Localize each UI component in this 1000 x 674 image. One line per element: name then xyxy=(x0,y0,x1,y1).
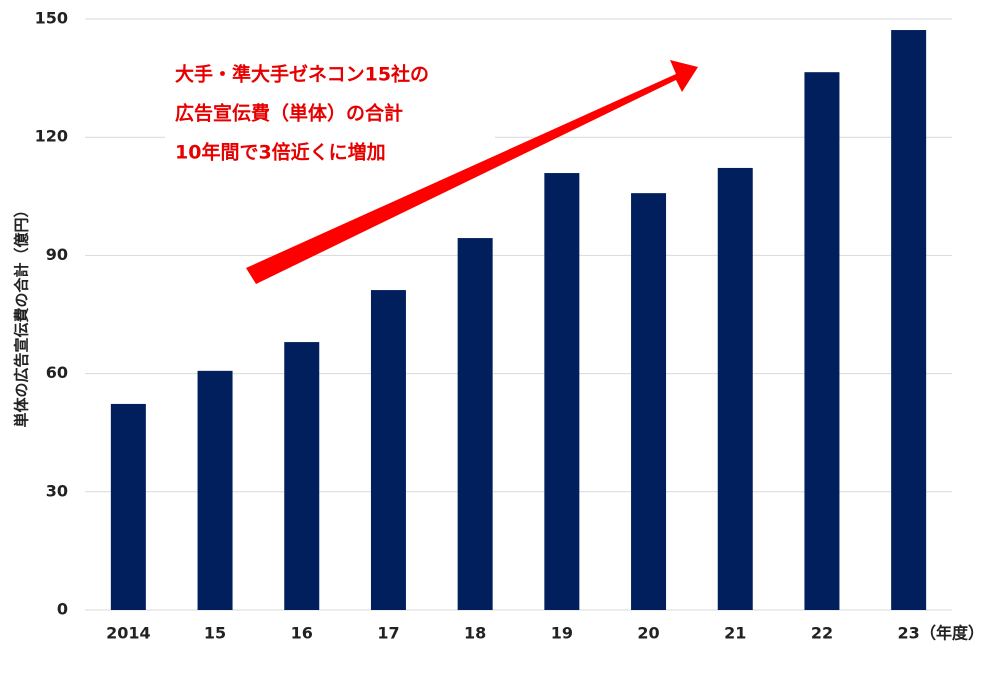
annotation-line: 10年間で3倍近くに増加 xyxy=(175,141,386,164)
plot-area: 0 30 60 90 120 150 2014 15 16 17 18 19 20 21 22 23 xyxy=(35,9,952,643)
x-axis-label: （年度） xyxy=(920,624,984,643)
bar xyxy=(631,193,667,610)
x-tick-label: 19 xyxy=(551,624,573,643)
x-tick-label: 20 xyxy=(637,624,659,643)
bar xyxy=(891,30,927,611)
y-tick-label: 150 xyxy=(35,9,68,28)
annotation-box xyxy=(165,55,495,175)
bar xyxy=(284,342,320,610)
y-tick-label: 0 xyxy=(57,600,68,619)
x-tick-label: 16 xyxy=(291,624,313,643)
x-tick-label: 2014 xyxy=(106,624,151,643)
y-axis-label: 単体の広告宣伝費の合計（億円） xyxy=(13,202,31,427)
y-tick-label: 120 xyxy=(35,127,68,146)
x-tick-label: 17 xyxy=(377,624,399,643)
x-tick-label: 23 xyxy=(898,624,920,643)
y-tick-label: 90 xyxy=(46,245,68,264)
bar xyxy=(197,370,233,610)
trend-arrow xyxy=(246,60,698,284)
bar xyxy=(370,290,406,610)
y-tick-label: 60 xyxy=(46,363,68,382)
x-tick-label: 21 xyxy=(724,624,746,643)
bar xyxy=(457,238,493,610)
bar xyxy=(110,403,146,610)
x-tick-label: 18 xyxy=(464,624,486,643)
annotation-line: 広告宣伝費（単体）の合計 xyxy=(175,102,403,125)
x-tick-label: 22 xyxy=(811,624,833,643)
bar xyxy=(544,173,580,610)
x-tick-label: 15 xyxy=(204,624,226,643)
bar xyxy=(717,167,753,610)
annotation-line: 大手・準大手ゼネコン15社の xyxy=(175,63,429,86)
y-tick-label: 30 xyxy=(46,481,68,500)
bar xyxy=(804,72,840,610)
